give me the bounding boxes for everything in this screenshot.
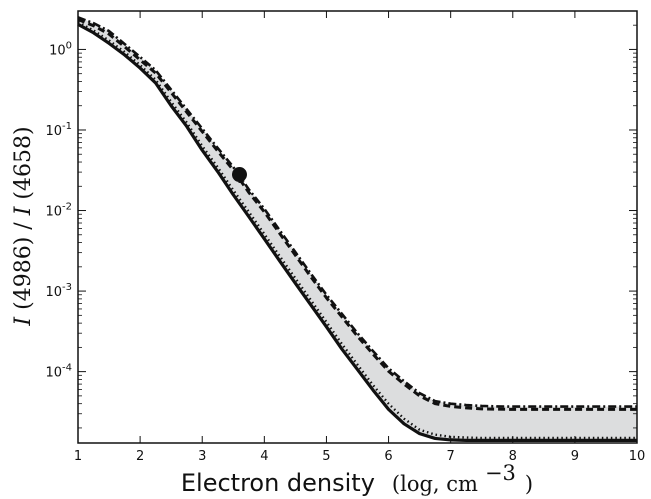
x-tick-label: 1 [74,449,82,464]
x-tick-label: 7 [447,449,455,464]
x-axis-label-main: Electron density [181,469,375,497]
y-tick-label: 10-2 [45,202,72,220]
measurement-point [231,167,247,183]
y-tick-label-base: 10 [45,285,62,300]
y-tick-label: 10-4 [45,363,72,381]
x-tick-label: 2 [136,449,144,464]
y-axis-label-numerator-wave: (4986) [11,237,36,310]
y-tick-label-exponent: -4 [62,363,72,374]
x-tick-label: 8 [509,449,517,464]
series-line-dashed [77,18,637,411]
series-layer [77,16,637,443]
series-line-dashdot [77,16,637,408]
y-axis-label-denominator: I [11,205,36,216]
y-axis-label-numerator: I [11,316,36,327]
y-tick-label-exponent: 0 [66,40,72,51]
y-tick-label-base: 10 [45,205,62,220]
x-axis-label-unit-suffix: ) [525,472,533,496]
x-tick-label: 4 [260,449,268,464]
y-axis-label-denominator-wave: (4658) [11,126,36,199]
y-tick-label: 10-1 [45,121,72,139]
measurement-layer [231,167,247,183]
shaded-band-layer [78,17,637,441]
series-line-solid [77,22,637,443]
x-tick-label: 6 [384,449,392,464]
y-tick-label-exponent: -3 [62,282,72,293]
x-tick-label: 5 [322,449,330,464]
plot-frame [77,10,638,444]
x-tick-label: 9 [571,449,579,464]
x-axis-label: Electron density (log, cm −3 ) [181,461,533,497]
shaded-band [78,17,637,441]
y-tick-label: 100 [49,40,72,58]
y-axis-label-separator: / [11,222,36,230]
y-tick-label-base: 10 [45,366,62,381]
y-tick-label-exponent: -2 [62,202,72,213]
y-tick-label-exponent: -1 [62,121,72,132]
x-tick-label: 3 [198,449,206,464]
x-axis-label-unit-power: −3 [485,461,516,485]
y-tick-label: 10-3 [45,282,72,300]
x-tick-label: 10 [629,449,646,464]
y-axis-label: I (4986) / I (4658) [11,126,36,326]
y-tick-label-base: 10 [49,43,66,58]
y-tick-label-base: 10 [45,124,62,139]
x-axis-label-unit-prefix: (log, cm [392,472,478,496]
series-line-dotted [77,21,637,440]
